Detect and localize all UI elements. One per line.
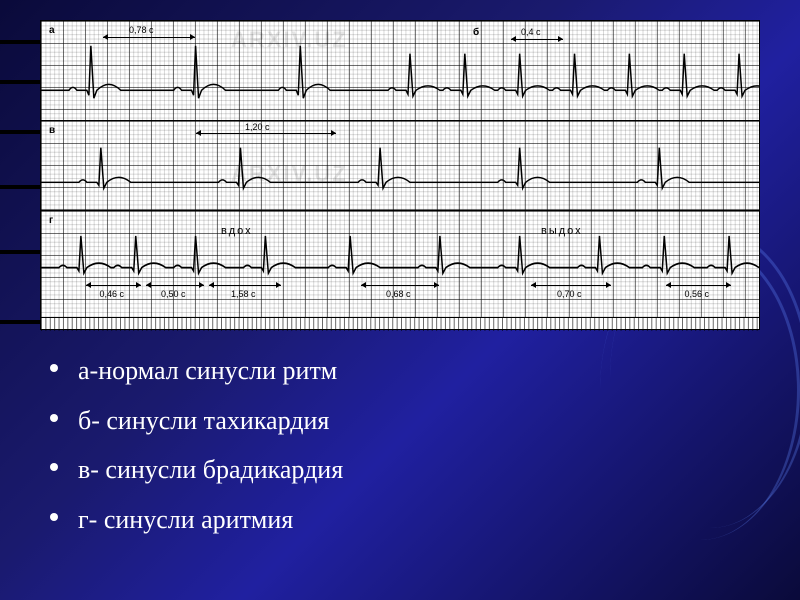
interval-g xyxy=(86,285,141,286)
ecg-strip-a-b: ARXIV.UZ а б 0,78 с 0,4 с xyxy=(41,21,759,121)
ecg-strip-v: ARXIV.UZ в 1,20 с xyxy=(41,121,759,211)
interval-g-label: 0,56 с xyxy=(685,289,710,299)
interval-g-label: 1,58 с xyxy=(231,289,256,299)
interval-g xyxy=(361,285,439,286)
ecg-trace-g xyxy=(41,211,759,331)
interval-g-label: 0,70 с xyxy=(557,289,582,299)
interval-g xyxy=(531,285,611,286)
legend-item: г- синусли аритмия xyxy=(50,499,343,541)
legend-item: а-нормал синусли ритм xyxy=(50,350,343,392)
interval-g xyxy=(146,285,204,286)
interval-g-label: 0,50 с xyxy=(161,289,186,299)
ecg-panel: ARXIV.UZ а б 0,78 с 0,4 с ARXIV.UZ в 1,2… xyxy=(40,20,760,330)
interval-g-label: 0,68 с xyxy=(386,289,411,299)
ecg-strip-g: г вдох выдох 0,46 с0,50 с1,58 с0,68 с0,7… xyxy=(41,211,759,331)
legend-list: а-нормал синусли ритм б- синусли тахикар… xyxy=(50,350,343,548)
interval-g xyxy=(666,285,731,286)
interval-g-label: 0,46 с xyxy=(100,289,125,299)
interval-g xyxy=(209,285,281,286)
ruler xyxy=(41,317,759,331)
legend-item: в- синусли брадикардия xyxy=(50,449,343,491)
legend-item: б- синусли тахикардия xyxy=(50,400,343,442)
ecg-trace-v xyxy=(41,121,759,210)
ecg-trace-ab xyxy=(41,21,759,120)
